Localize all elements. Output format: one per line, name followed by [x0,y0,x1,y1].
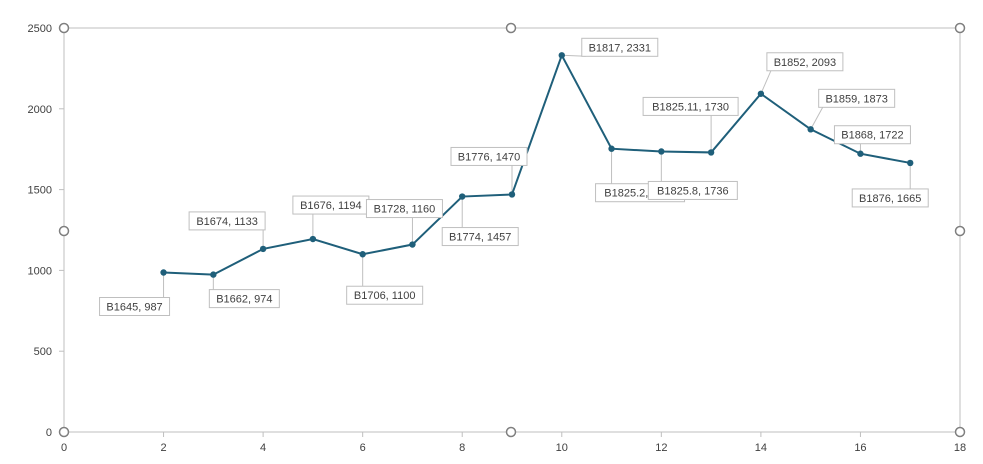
data-label-box [99,297,171,317]
data-label-text: B1825.11, 1730 [652,101,729,113]
data-label-text: B1876, 1665 [859,193,921,205]
y-tick-label: 2500 [28,23,52,35]
data-label-text: B1674, 1133 [196,216,258,228]
data-label-box [450,146,528,166]
y-tick-label: 500 [34,346,52,358]
y-tick-label: 0 [46,427,52,439]
data-point[interactable] [160,269,167,276]
x-tick-label: 12 [655,442,667,454]
leader-lines [163,54,911,298]
data-label-text: B1676, 1194 [300,200,362,212]
data-label-box [365,199,443,219]
data-label[interactable]: B1876, 1665 [851,188,929,208]
x-tick-label: 2 [160,442,166,454]
data-point[interactable] [608,145,615,152]
data-label-text: B1706, 1100 [354,290,416,302]
data-label[interactable]: B1674, 1133 [188,211,266,231]
data-point[interactable] [907,159,914,167]
data-label[interactable]: B1825.8, 1736 [647,180,738,200]
data-point[interactable] [857,150,864,157]
data-point[interactable] [558,52,565,59]
data-point[interactable] [658,148,665,155]
data-point[interactable] [409,241,416,248]
data-label-text: B1776, 1470 [458,151,520,163]
data-point[interactable] [359,251,366,258]
y-tick-label: 1000 [28,265,52,277]
data-label-box [818,88,896,108]
data-label[interactable]: B1776, 1470 [450,146,528,166]
resize-handle[interactable] [58,225,70,237]
data-point[interactable] [309,235,317,243]
selection-handles[interactable] [58,22,966,438]
data-point[interactable] [508,191,516,198]
data-point[interactable] [807,126,814,133]
x-tick-label: 10 [556,442,568,454]
data-label-text: B1728, 1160 [374,204,436,216]
resize-handle[interactable] [954,426,966,438]
series-markers [160,52,914,278]
data-label-text: B1774, 1457 [449,232,511,244]
data-label-box [441,227,519,247]
data-label[interactable]: B1817, 2331 [581,37,659,57]
data-point[interactable] [210,271,217,278]
data-point[interactable] [757,90,765,97]
data-label-box [766,52,844,72]
data-point[interactable] [459,193,466,200]
y-tick-label: 2000 [28,104,52,116]
data-label-text: B1825.8, 1736 [657,185,729,197]
resize-handle[interactable] [954,225,966,237]
x-tick-label: 8 [459,442,465,454]
data-label-text: B1852, 2093 [774,57,836,69]
data-point[interactable] [259,245,267,253]
data-label-text: B1817, 2331 [589,42,651,54]
resize-handle[interactable] [58,22,70,34]
data-label[interactable]: B1825.11, 1730 [642,96,739,116]
resize-handle[interactable] [954,22,966,34]
axes: 0 2 4 6 8 10 12 14 16 18 0 500 1000 1500 2000 2500 [28,23,967,454]
data-label[interactable]: B1774, 1457 [441,227,519,247]
data-label[interactable]: B1645, 987 [99,297,171,317]
data-label[interactable]: B1676, 1194 [292,195,370,215]
data-label[interactable]: B1852, 2093 [766,52,844,72]
resize-handle[interactable] [505,426,517,438]
series-line [163,52,911,276]
data-label-text: B1859, 1873 [825,93,887,105]
y-tick-label: 1500 [28,185,52,197]
label-leader-line [810,107,824,130]
data-label-box [851,188,929,208]
data-label-box [833,125,911,145]
data-label-box [346,285,424,305]
data-label-box [647,180,738,200]
x-tick-label: 4 [260,442,266,454]
data-label[interactable]: B1868, 1722 [833,125,911,145]
x-tick-label: 16 [854,442,866,454]
resize-handle[interactable] [505,22,517,34]
x-tick-label: 6 [360,442,366,454]
data-label[interactable]: B1728, 1160 [365,199,443,219]
data-label[interactable]: B1706, 1100 [346,285,424,305]
data-point[interactable] [707,149,715,156]
resize-handle[interactable] [58,426,70,438]
x-tick-label: 18 [954,442,966,454]
data-label[interactable]: B1859, 1873 [818,88,896,108]
data-label[interactable]: B1662, 974 [208,289,280,309]
data-label-box [642,96,739,116]
x-tick-label: 0 [61,442,67,454]
data-label-box [188,211,266,231]
data-label-text: B1645, 987 [106,302,162,314]
data-label-text: B1662, 974 [216,294,272,306]
data-label-text: B1868, 1722 [841,130,903,142]
x-tick-label: 14 [755,442,767,454]
label-leader-line [760,70,772,94]
data-label-box [208,289,280,309]
data-labels: B1645, 987 B1662, 974 B1674, 1133 B1676, 11… [99,37,929,317]
data-label-box [581,37,659,57]
